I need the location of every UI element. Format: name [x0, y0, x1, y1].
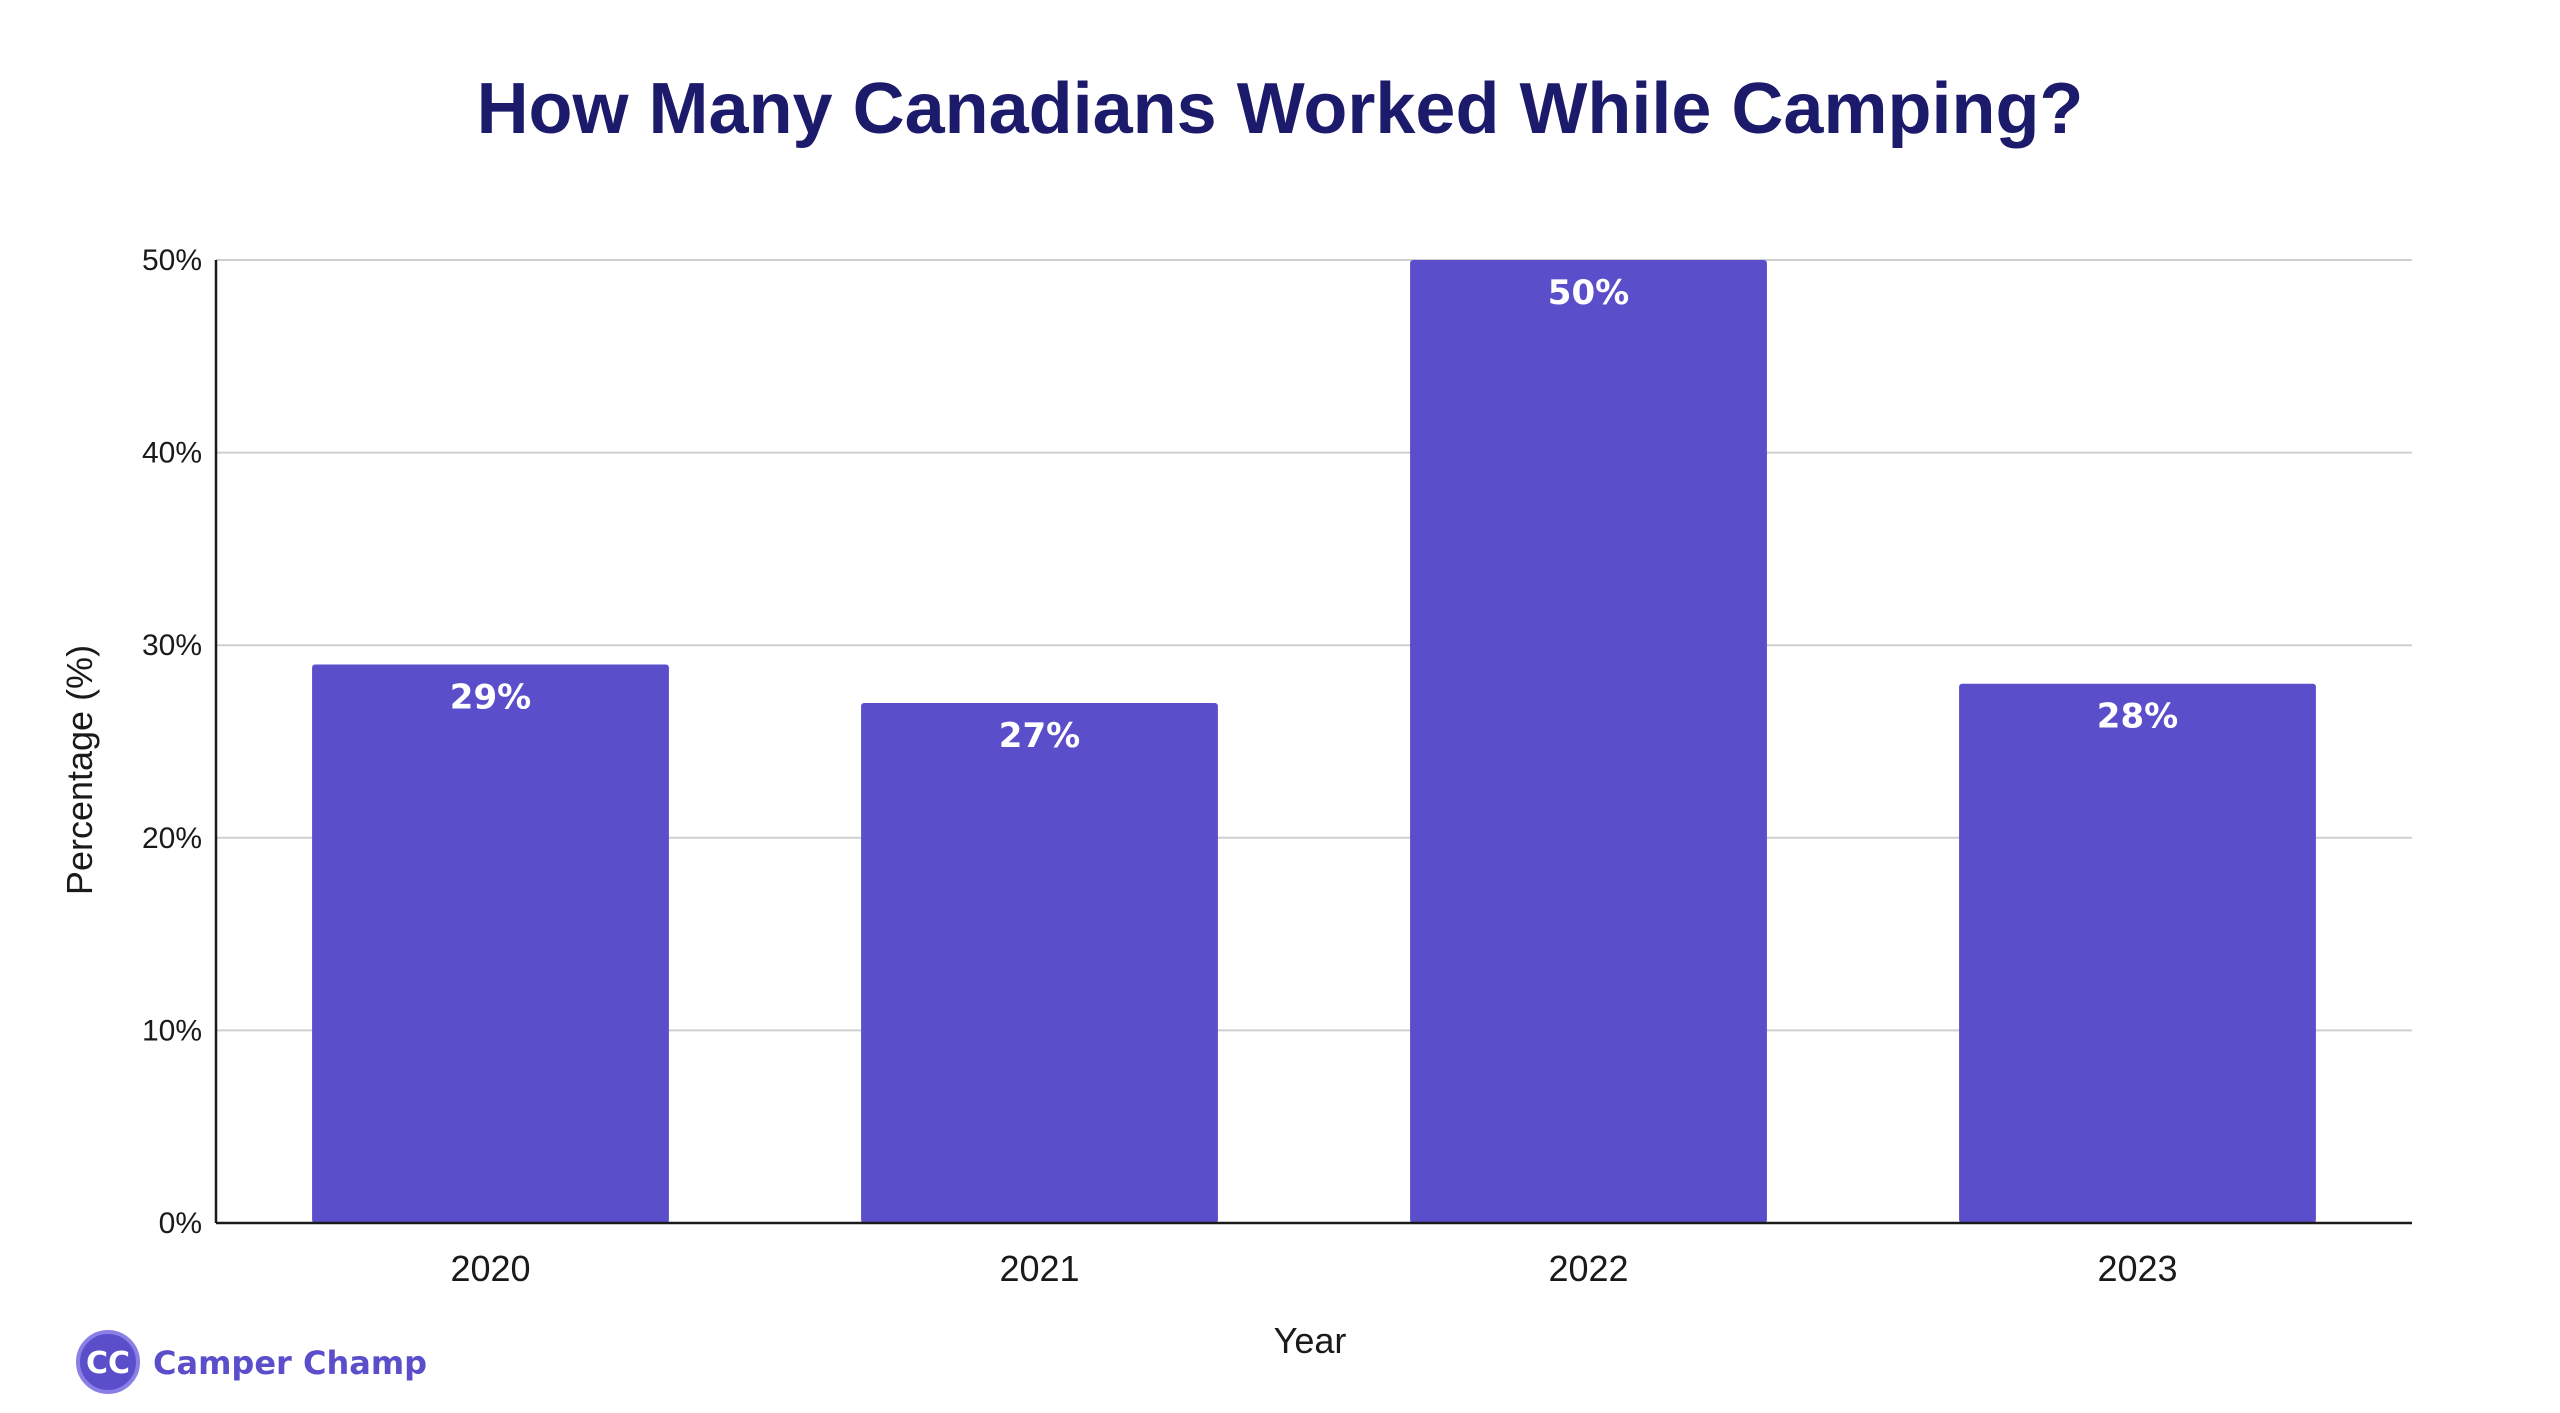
x-tick-label-2023: 2023 — [2097, 1248, 2177, 1289]
x-tick-label-2021: 2021 — [999, 1248, 1079, 1289]
bars — [312, 260, 2316, 1223]
data-label-2021: 27% — [999, 716, 1080, 756]
x-tick-label-2022: 2022 — [1548, 1248, 1628, 1289]
y-tick-label: 50% — [142, 244, 202, 277]
brand-logo-text: CC — [86, 1346, 130, 1381]
data-label-2022: 50% — [1548, 273, 1629, 313]
y-tick-label: 10% — [142, 1014, 202, 1047]
y-tick-label: 20% — [142, 822, 202, 855]
bar-2021 — [861, 702, 1218, 1223]
y-axis-title: Percentage (%) — [59, 645, 100, 895]
y-tick-labels: 0% 10% 20% 30% 40% 50% — [142, 244, 202, 1240]
data-label-2020: 29% — [450, 677, 531, 717]
x-axis-title: Year — [1274, 1320, 1347, 1361]
axes — [214, 260, 2412, 1225]
bar-2023 — [1959, 683, 2316, 1223]
chart-title: How Many Canadians Worked While Camping? — [477, 69, 2084, 149]
x-tick-labels: 2020 2021 2022 2023 — [450, 1248, 2177, 1289]
brand-logo: CC — [76, 1330, 140, 1394]
y-tick-label: 0% — [159, 1207, 202, 1240]
brand-name: Camper Champ — [153, 1344, 427, 1382]
data-label-2023: 28% — [2097, 697, 2178, 737]
brand-logo-circle — [76, 1330, 140, 1394]
data-labels: 29% 27% 50% 28% — [450, 273, 2178, 756]
x-tick-label-2020: 2020 — [450, 1248, 530, 1289]
y-tick-label: 30% — [142, 629, 202, 662]
y-tick-label: 40% — [142, 437, 202, 470]
bar-2020 — [312, 664, 669, 1223]
bar-2022 — [1410, 260, 1767, 1223]
